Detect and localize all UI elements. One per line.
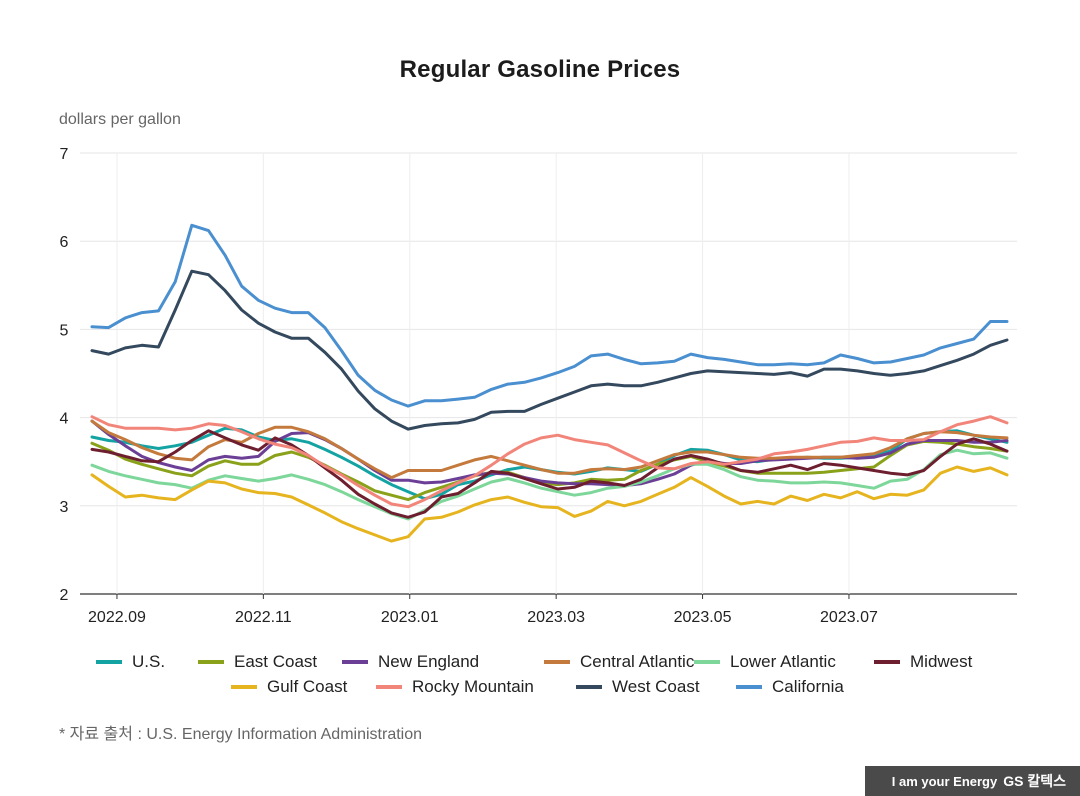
y-axis-ticks: 2 3 4 5 6 7 (60, 146, 69, 604)
y-tick-label: 5 (60, 322, 69, 339)
legend-label: California (772, 677, 844, 696)
x-tick-label: 2022.09 (88, 609, 146, 626)
legend-item: New England (342, 650, 479, 674)
legend-swatch (231, 685, 257, 689)
legend-label: Gulf Coast (267, 677, 348, 696)
series-line-california (90, 223, 1009, 408)
series-line-rocky-mountain (90, 415, 1009, 509)
legend-label: East Coast (234, 652, 318, 671)
legend-item: East Coast (198, 650, 317, 674)
grid-lines (80, 152, 1017, 595)
series-lines (90, 223, 1009, 543)
y-tick-label: 2 (60, 587, 69, 604)
x-tick-label: 2023.05 (674, 609, 732, 626)
legend-item: Central Atlantic (544, 650, 694, 674)
series-line-east-coast (90, 439, 1009, 502)
series-line-lower-atlantic (90, 448, 1009, 521)
legend-swatch (736, 685, 762, 689)
series-line-central-atlantic (90, 419, 1009, 480)
legend-item: Lower Atlantic (694, 650, 836, 674)
legend-swatch (342, 660, 368, 664)
gs-caltex-logo: GS 칼텍스 (1003, 773, 1066, 789)
series-line-west-coast (90, 269, 1009, 431)
x-axis-ticks: 2022.09 2022.11 2023.01 2023.03 2023.05 2023.… (88, 594, 878, 626)
x-tick-label: 2022.11 (235, 609, 292, 626)
source-note: * 자료 출처 : U.S. Energy Information Admini… (59, 726, 423, 743)
x-tick-label: 2023.01 (381, 609, 439, 626)
legend-label: New England (378, 652, 480, 671)
chart-legend: U.S. East Coast New England Central Atlanti… (96, 650, 1016, 700)
legend-swatch (96, 660, 122, 664)
legend-swatch (694, 660, 720, 664)
legend-label: Midwest (910, 652, 973, 671)
legend-item: West Coast (576, 675, 700, 699)
legend-label: Central Atlantic (580, 652, 695, 671)
legend-swatch (874, 660, 900, 664)
y-axis-unit-label: dollars per gallon (59, 111, 181, 128)
legend-label: U.S. (132, 652, 166, 671)
series-line-new-england (90, 419, 1009, 487)
series-line-midwest (90, 429, 1009, 519)
legend-item: Rocky Mountain (376, 675, 534, 699)
legend-swatch (376, 685, 402, 689)
x-tick-label: 2023.03 (527, 609, 585, 626)
series-line-gulf-coast (90, 465, 1009, 543)
brand-bar: I am your Energy GS 칼텍스 (865, 766, 1080, 796)
legend-label: Lower Atlantic (730, 652, 836, 671)
brand-tagline: I am your Energy (891, 773, 998, 789)
legend-swatch (544, 660, 570, 664)
gasoline-price-chart: 2 3 4 5 6 7 2022.09 2022.11 2023.01 2023.03 2023.… (60, 146, 1017, 626)
x-tick-label: 2023.07 (820, 609, 878, 626)
legend-item: Midwest (874, 650, 972, 674)
legend-swatch (198, 660, 224, 664)
y-tick-label: 7 (60, 146, 69, 163)
y-tick-label: 6 (60, 234, 69, 251)
y-tick-label: 3 (60, 499, 69, 516)
legend-label: West Coast (612, 677, 700, 696)
chart-title: Regular Gasoline Prices (399, 56, 681, 83)
legend-item: U.S. (96, 650, 165, 674)
legend-label: Rocky Mountain (412, 677, 534, 696)
legend-item: California (736, 675, 844, 699)
legend-item: Gulf Coast (231, 675, 347, 699)
legend-swatch (576, 685, 602, 689)
y-tick-label: 4 (60, 411, 69, 428)
